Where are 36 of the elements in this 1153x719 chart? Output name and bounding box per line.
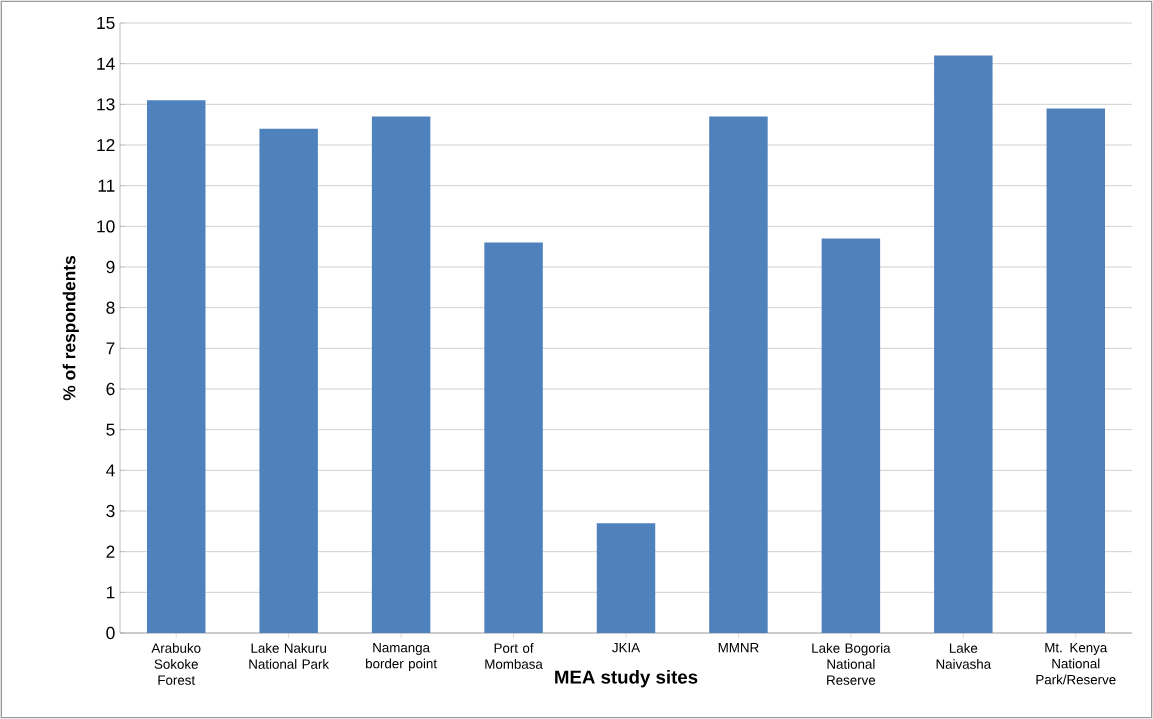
y-axis-title: % of respondents [62, 256, 79, 401]
x-tick-label: Port of Mombasa [485, 643, 543, 669]
y-tick-label: 10 [97, 220, 115, 233]
y-tick-label: 6 [106, 382, 115, 396]
y-tick-label: 0 [106, 626, 115, 640]
bar [371, 116, 431, 633]
x-axis-title: MEA study sites [555, 669, 698, 688]
x-tick-label: Lake Naivasha [936, 643, 992, 669]
x-tick-label: JKIA [612, 643, 641, 653]
bar [484, 242, 543, 633]
bar [1046, 108, 1106, 633]
y-tick-label: 3 [106, 504, 115, 518]
x-tick-label: Mt. Kenya National Park/Reserve [1036, 643, 1116, 685]
x-tick-label: Lake Nakuru National Park [249, 643, 330, 669]
y-tick-label: 1 [106, 586, 115, 599]
y-tick-label: 2 [106, 545, 115, 558]
y-tick-label: 5 [106, 423, 115, 436]
x-tick-label: Lake Bogoria National Reserve [812, 643, 891, 685]
bar [934, 55, 993, 633]
y-tick-label: 14 [97, 57, 115, 70]
y-tick-label: 9 [106, 260, 115, 274]
y-tick-label: 8 [106, 301, 115, 314]
bar [709, 116, 768, 633]
y-tick-label: 15 [97, 16, 115, 30]
bar [146, 100, 206, 633]
y-tick-label: 7 [106, 342, 115, 355]
y-tick-label: 13 [97, 98, 115, 111]
bar [821, 238, 881, 633]
x-tick-label: Arabuko Sokoke Forest [151, 643, 201, 685]
x-tick-label: Namanga border point [366, 643, 437, 671]
x-tick-label: MMNR [718, 643, 759, 653]
y-tick-label: 12 [97, 138, 115, 152]
bar [259, 128, 318, 633]
y-tick-label: 4 [106, 464, 115, 477]
bar [596, 523, 656, 633]
y-tick-label: 11 [98, 179, 115, 192]
